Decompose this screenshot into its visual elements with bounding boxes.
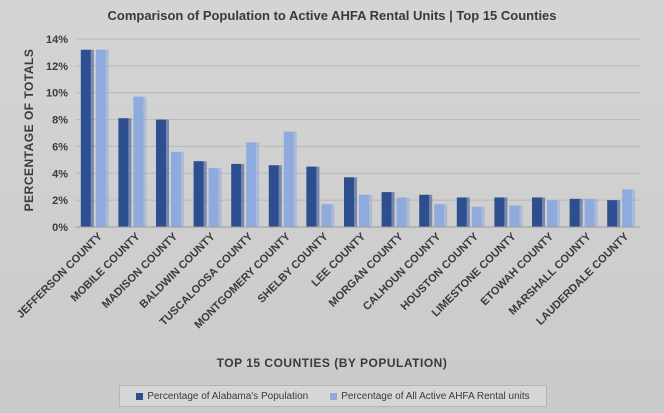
y-tick-label: 10% [46, 88, 68, 100]
y-tick-label: 0% [52, 222, 68, 234]
bar-shade [579, 198, 583, 227]
bar-rental-units [434, 204, 445, 227]
y-tick-label: 8% [52, 115, 68, 127]
legend-swatch-rental-units [330, 392, 338, 400]
legend-label-population: Percentage of Alabama's Population [147, 390, 309, 402]
bar-shade [481, 206, 485, 227]
bar-shade [278, 165, 282, 227]
bar-rental-units [396, 197, 407, 227]
bar-shade [218, 167, 222, 227]
bar-population [193, 161, 204, 227]
bar-shade [519, 205, 523, 227]
legend-label-rental-units: Percentage of All Active AHFA Rental uni… [341, 390, 530, 402]
legend-swatch-population [136, 392, 144, 400]
bar-population [532, 197, 542, 227]
x-tick-label: SHELBY COUNTY [256, 230, 331, 305]
bar-shade [143, 96, 147, 227]
bar-rental-units [246, 142, 257, 227]
bar-rental-units [133, 96, 144, 227]
bar-shade [354, 177, 357, 227]
bar-rental-units [509, 205, 520, 227]
bar-shade [617, 200, 621, 227]
bar-rental-units [359, 194, 369, 227]
bar-shade [542, 197, 545, 227]
bar-shade [316, 166, 320, 227]
bar-shade [466, 197, 470, 227]
bar-shade [241, 163, 245, 227]
y-tick-label: 4% [52, 168, 68, 180]
bar-rental-units [584, 198, 595, 227]
bar-shade [444, 204, 448, 227]
x-tick-label: MOBILE COUNTY [69, 230, 143, 304]
bar-shade [128, 118, 132, 227]
bar-population [419, 194, 430, 227]
bar-shade [594, 198, 598, 227]
bar-population [231, 163, 242, 227]
bar-shade [632, 189, 636, 227]
x-tick-label: ETOWAH COUNTY [479, 230, 557, 308]
legend: Percentage of Alabama's Population Perce… [119, 385, 547, 407]
bar-population [80, 49, 91, 227]
bar-shade [203, 161, 207, 227]
bar-rental-units [321, 204, 332, 227]
legend-item-population: Percentage of Alabama's Population [136, 391, 308, 402]
bar-shade [293, 131, 297, 227]
bar-shade [181, 151, 184, 227]
bar-shade [406, 197, 410, 227]
bar-shade [105, 49, 109, 227]
bar-rental-units [283, 131, 294, 227]
bar-shade [90, 49, 94, 227]
bar-population [381, 192, 392, 227]
bar-rental-units [171, 151, 181, 227]
y-tick-label: 14% [46, 34, 68, 46]
bar-population [156, 119, 166, 227]
bar-rental-units [95, 49, 106, 227]
bar-rental-units [547, 200, 557, 227]
bar-population [344, 177, 354, 227]
y-tick-label: 12% [46, 61, 68, 73]
y-tick-label: 2% [52, 195, 68, 207]
bar-rental-units [471, 206, 482, 227]
bar-population [118, 118, 129, 227]
bar-population [569, 198, 580, 227]
bar-population [268, 165, 279, 227]
bar-shade [557, 200, 560, 227]
bar-shade [391, 192, 395, 227]
bar-population [494, 197, 505, 227]
bar-shade [256, 142, 260, 227]
bar-shade [369, 194, 372, 227]
x-axis-title: TOP 15 COUNTIES (BY POPULATION) [216, 356, 448, 370]
legend-item-rental-units: Percentage of All Active AHFA Rental uni… [330, 390, 530, 402]
chart-title: Comparison of Population to Active AHFA … [107, 8, 557, 23]
bar-rental-units [622, 189, 633, 227]
y-tick-label: 6% [52, 141, 68, 153]
bar-shade [429, 194, 433, 227]
bar-shade [331, 204, 335, 227]
bar-population [607, 200, 618, 227]
bar-population [456, 197, 467, 227]
bar-population [306, 166, 317, 227]
bar-shade [504, 197, 508, 227]
bar-shade [166, 119, 169, 227]
bar-rental-units [208, 167, 219, 227]
